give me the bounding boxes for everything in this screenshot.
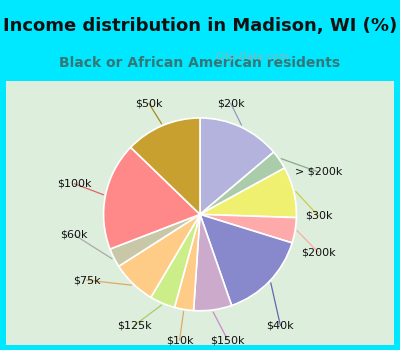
Text: City-Data.com: City-Data.com [215, 52, 289, 62]
Wedge shape [200, 152, 284, 214]
Text: $125k: $125k [117, 321, 152, 330]
Text: Black or African American residents: Black or African American residents [60, 56, 340, 70]
Text: $200k: $200k [301, 247, 336, 257]
Text: > $200k: > $200k [295, 167, 342, 177]
Wedge shape [200, 168, 296, 218]
Text: $150k: $150k [210, 335, 245, 345]
Wedge shape [174, 214, 200, 310]
Wedge shape [104, 147, 200, 249]
Text: $75k: $75k [73, 275, 100, 285]
Text: $50k: $50k [135, 98, 162, 108]
Wedge shape [194, 214, 232, 311]
Text: Income distribution in Madison, WI (%): Income distribution in Madison, WI (%) [3, 17, 397, 35]
Wedge shape [119, 214, 200, 298]
Wedge shape [200, 214, 292, 306]
Text: $60k: $60k [60, 230, 88, 240]
Text: $40k: $40k [266, 321, 294, 330]
Text: $10k: $10k [166, 335, 193, 345]
Wedge shape [200, 214, 296, 243]
Wedge shape [131, 118, 200, 214]
Wedge shape [110, 214, 200, 266]
Wedge shape [151, 214, 200, 307]
Text: $100k: $100k [57, 179, 92, 189]
Text: $20k: $20k [217, 98, 244, 108]
Text: $30k: $30k [305, 211, 332, 221]
Wedge shape [200, 118, 274, 214]
